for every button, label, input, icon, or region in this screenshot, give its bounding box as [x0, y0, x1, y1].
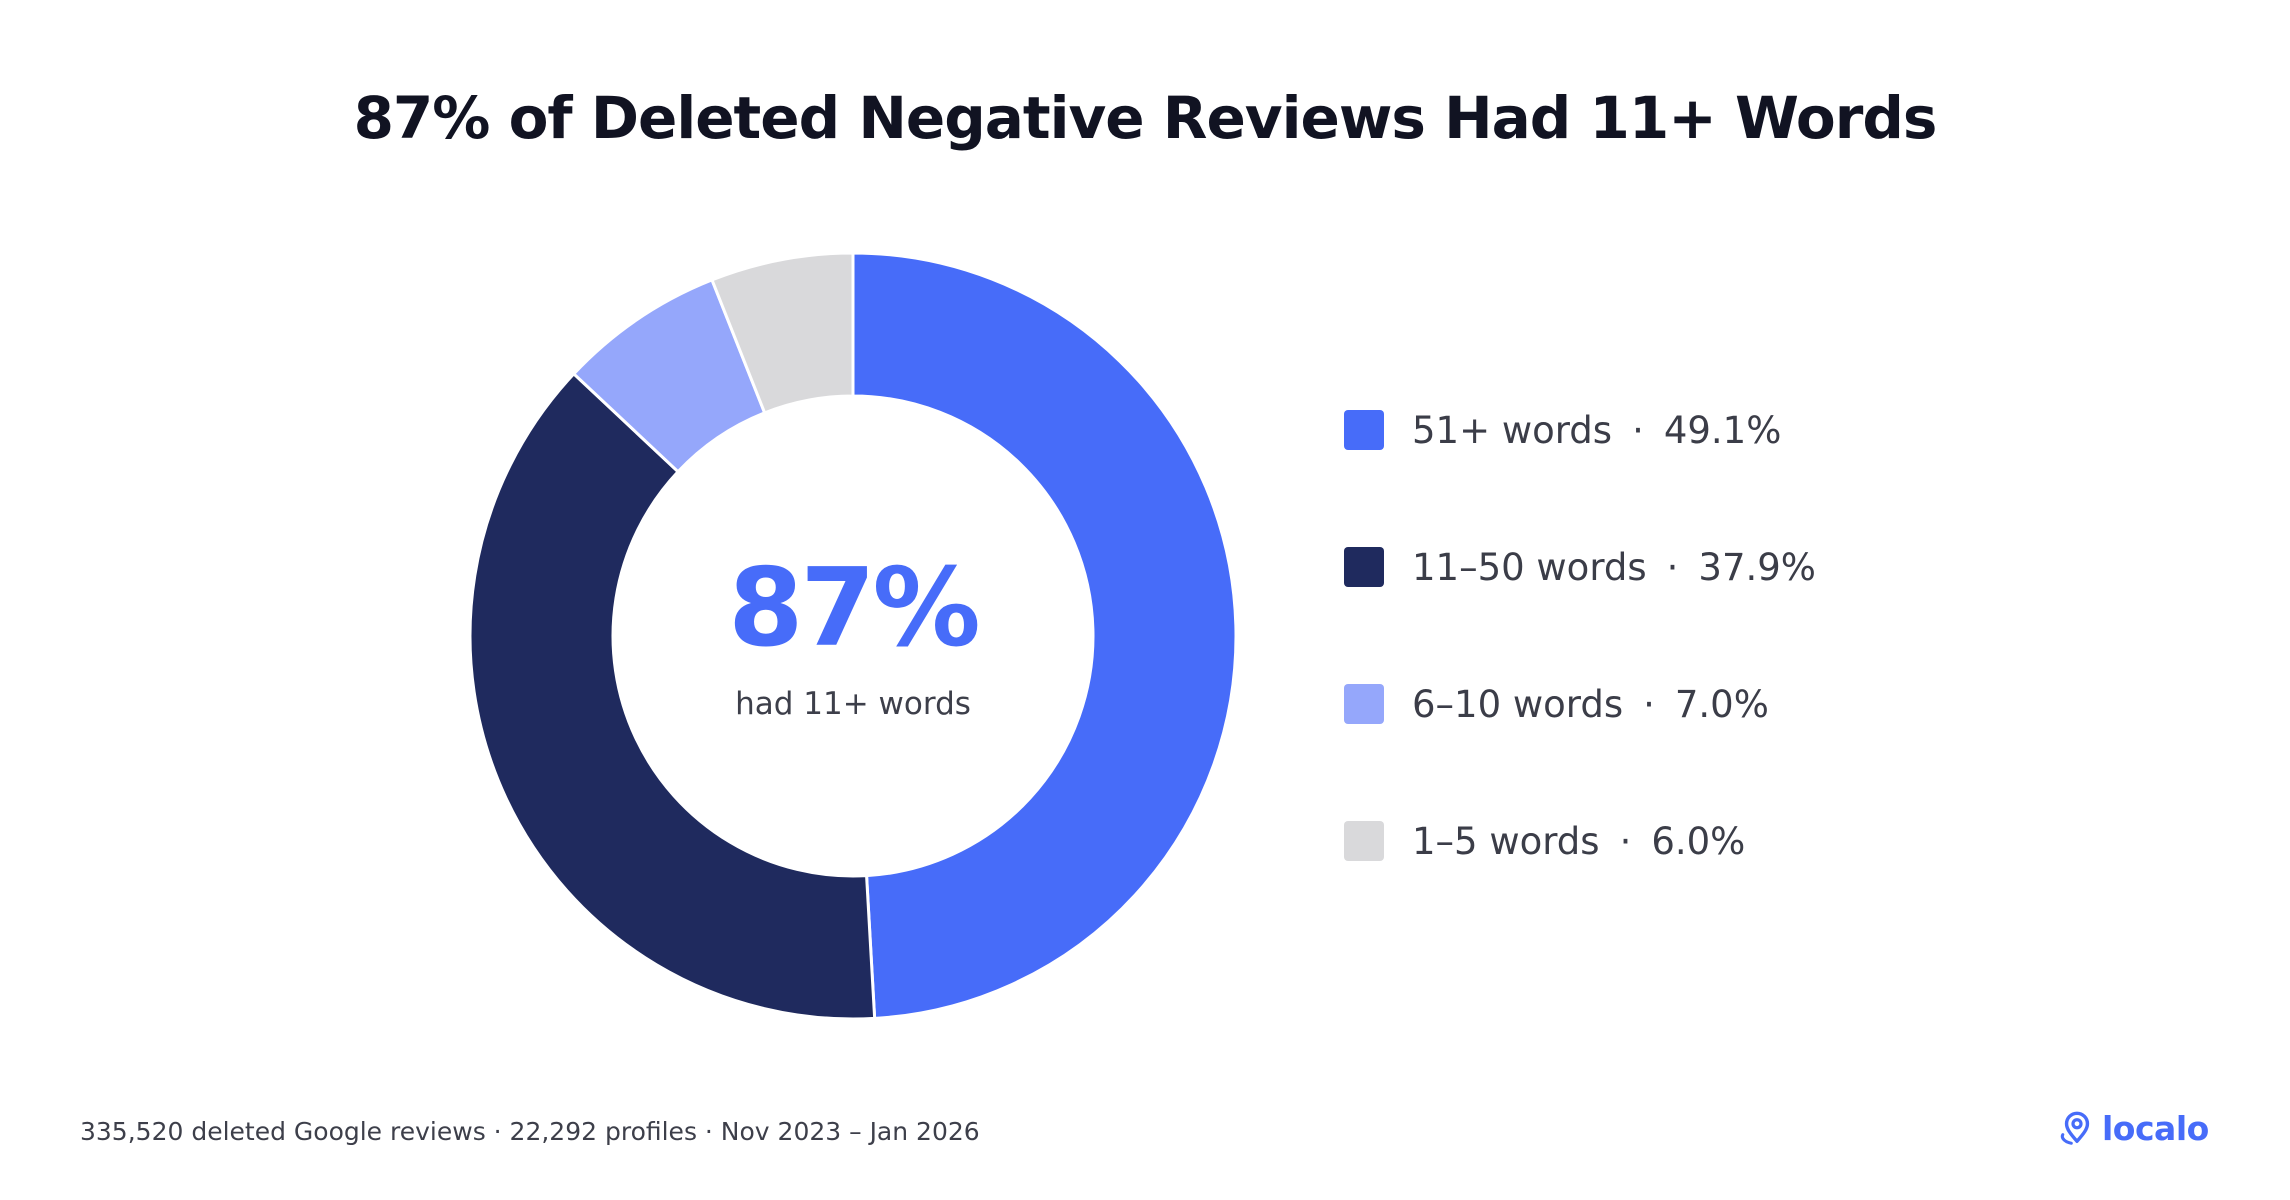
legend-swatch: [1344, 547, 1384, 587]
source-footnote: 335,520 deleted Google reviews · 22,292 …: [80, 1117, 980, 1146]
legend-item: 51+ words · 49.1%: [1344, 400, 1781, 460]
legend-value: 49.1%: [1663, 408, 1782, 452]
legend-swatch: [1344, 821, 1384, 861]
legend-value: 7.0%: [1674, 682, 1769, 726]
legend-item: 1–5 words · 6.0%: [1344, 811, 1745, 871]
legend-separator: ·: [1619, 819, 1632, 863]
legend-item: 11–50 words · 37.9%: [1344, 537, 1816, 597]
location-pin-icon: [2060, 1111, 2090, 1145]
legend-separator: ·: [1643, 682, 1655, 726]
center-value: 87%: [728, 546, 981, 671]
donut-slice-4: [710, 251, 855, 415]
donut-slice-2: [468, 372, 877, 1021]
legend-label: 51+ words: [1412, 408, 1613, 452]
brand-name: localo: [2102, 1108, 2209, 1148]
legend-item: 6–10 words · 7.0%: [1344, 674, 1769, 734]
donut-slice-1: [851, 251, 1238, 1020]
chart-title: 87% of Deleted Negative Reviews Had 11+ …: [353, 84, 1938, 152]
legend-label: 11–50 words: [1412, 545, 1647, 589]
center-caption: had 11+ words: [735, 686, 971, 722]
legend-swatch: [1344, 684, 1384, 724]
legend-value: 37.9%: [1698, 545, 1816, 589]
legend-swatch: [1344, 410, 1384, 450]
legend-value: 6.0%: [1651, 819, 1746, 863]
brand-logo: localo: [2058, 1107, 2209, 1149]
legend-label: 1–5 words: [1412, 819, 1600, 863]
legend-label: 6–10 words: [1412, 682, 1624, 726]
legend-separator: ·: [1666, 545, 1679, 589]
legend-separator: ·: [1632, 408, 1644, 452]
